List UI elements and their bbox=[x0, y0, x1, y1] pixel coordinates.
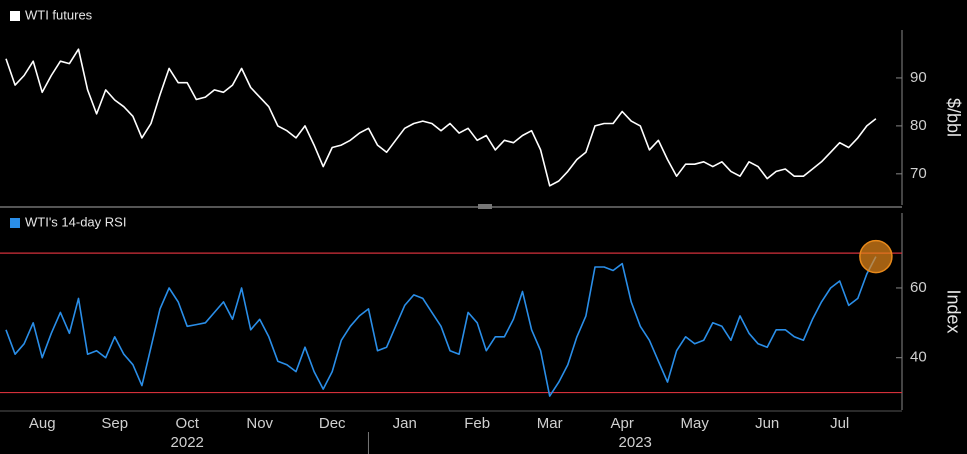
highlight-circle bbox=[859, 239, 893, 274]
x-tick-label: Sep bbox=[101, 415, 128, 432]
x-tick-label: Oct bbox=[176, 415, 200, 432]
x-tick-label: Jan bbox=[393, 415, 417, 432]
year-label: 2023 bbox=[619, 434, 652, 451]
y-axis-label: Index bbox=[943, 289, 963, 333]
legend-label: WTI futures bbox=[25, 7, 93, 22]
legend-swatch bbox=[10, 218, 20, 228]
divider-handle bbox=[478, 204, 492, 209]
legend-swatch bbox=[10, 11, 20, 21]
line-series bbox=[5, 256, 877, 397]
x-tick-label: Aug bbox=[29, 415, 56, 432]
y-axis-label: $/bbl bbox=[943, 98, 963, 137]
x-tick-label: Jun bbox=[755, 415, 779, 432]
y-tick-label: 40 bbox=[910, 349, 927, 366]
x-tick-label: Nov bbox=[246, 415, 273, 432]
x-tick-label: Mar bbox=[537, 415, 563, 432]
y-tick-label: 60 bbox=[910, 279, 927, 296]
x-tick-label: Feb bbox=[464, 415, 490, 432]
year-label: 2022 bbox=[171, 434, 204, 451]
y-tick-label: 80 bbox=[910, 117, 927, 134]
x-tick-label: Apr bbox=[611, 415, 634, 432]
x-tick-label: Jul bbox=[830, 415, 849, 432]
y-tick-label: 90 bbox=[910, 69, 927, 86]
x-tick-label: Dec bbox=[319, 415, 346, 432]
y-tick-label: 70 bbox=[910, 165, 927, 182]
legend-label: WTI's 14-day RSI bbox=[25, 214, 126, 229]
line-series bbox=[5, 48, 877, 187]
x-tick-label: May bbox=[681, 415, 710, 432]
